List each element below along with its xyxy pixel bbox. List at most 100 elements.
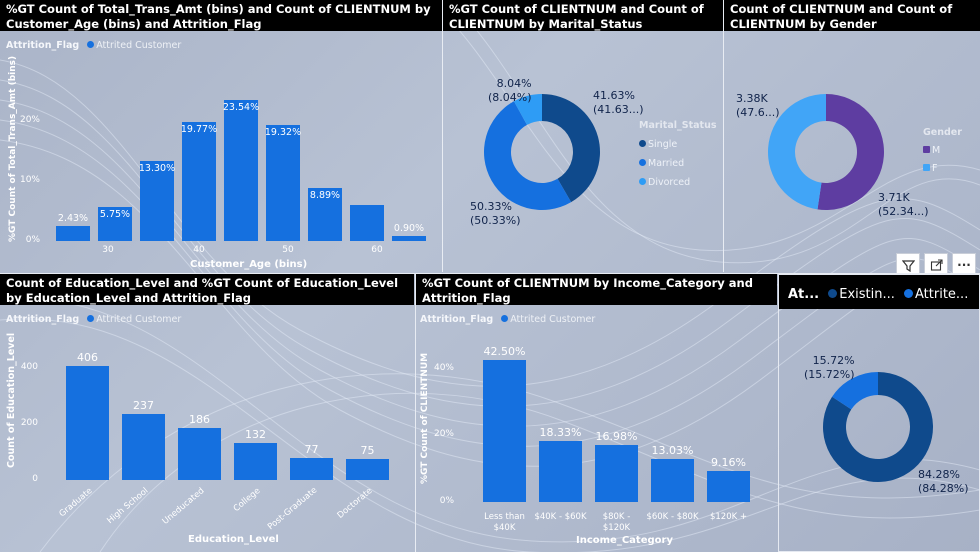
bar-education-level[interactable]	[290, 458, 333, 480]
x-axis-label: Education_Level	[188, 534, 279, 545]
legend-title: Gender	[923, 127, 962, 138]
x-tick-label: $80K -	[602, 512, 631, 522]
education-level-panel[interactable]: Count of Education_Level and %GT Count o…	[0, 274, 414, 552]
panel-title: Count of Education_Level and %GT Count o…	[0, 274, 414, 305]
bar-income-category[interactable]	[595, 445, 638, 502]
legend-dot-icon	[87, 315, 95, 322]
legend-label-existing: Existin...	[839, 287, 895, 302]
bar-education-level[interactable]	[122, 413, 165, 480]
bar-education-level[interactable]	[178, 427, 221, 480]
y-tick-label: 200	[20, 418, 38, 428]
attrition-legend: At... Existin... Attrite...	[788, 287, 968, 302]
gender-panel[interactable]: Count of CLIENTNUM and Count of CLIENTNU…	[724, 0, 980, 250]
y-tick-label: 20%	[19, 115, 40, 125]
legend-item-male[interactable]: M	[923, 142, 962, 160]
single-percent: (41.63...)	[593, 103, 644, 116]
bar-age-bin[interactable]	[140, 161, 174, 241]
bar-income-category[interactable]	[539, 440, 582, 502]
legend-item-single[interactable]: Single	[639, 135, 717, 154]
marital-status-panel[interactable]: %GT Count of CLIENTNUM and Count of CLIE…	[443, 0, 723, 272]
legend-item-divorced[interactable]: Divorced	[639, 173, 717, 192]
male-percent: (52.34...)	[878, 205, 929, 218]
legend-label: Single	[648, 139, 678, 150]
legend-item-female[interactable]: F	[923, 160, 962, 178]
bar-age-bin[interactable]	[308, 187, 342, 241]
bar-education-level[interactable]	[346, 459, 389, 480]
x-tick-label: Uneducated	[160, 486, 206, 527]
slice-female[interactable]	[768, 94, 826, 210]
legend-item: Attrited Customer	[96, 314, 182, 325]
legend-title: At...	[788, 287, 820, 302]
slice-divorced[interactable]	[513, 94, 542, 125]
existing-percent: (84.28%)	[918, 482, 969, 495]
legend-label: Divorced	[648, 177, 691, 188]
slice-single[interactable]	[542, 94, 600, 203]
slice-existing[interactable]	[823, 372, 933, 482]
female-percent: (47.6...)	[736, 106, 780, 119]
bar-age-bin[interactable]	[224, 99, 258, 241]
x-tick-label: Doctorate	[335, 486, 374, 521]
label-female: 3.38K (47.6...)	[736, 92, 780, 120]
y-axis-label: %GT Count of Total_Trans_Amt (bins)	[8, 55, 18, 242]
label-attrited: 15.72% (15.72%)	[804, 354, 855, 382]
x-tick-label: Less than	[484, 512, 525, 522]
legend-dot-icon	[501, 315, 509, 322]
slice-attrited[interactable]	[832, 372, 878, 410]
bar-data-label: 19.32%	[264, 127, 302, 139]
bar-data-label: 19.77%	[180, 124, 218, 136]
bar-income-category[interactable]	[707, 471, 750, 502]
bar-education-level[interactable]	[66, 366, 109, 480]
bar-education-level[interactable]	[234, 443, 277, 480]
slice-married[interactable]	[483, 101, 572, 211]
marital-legend: Marital_Status Single Married Divorced	[639, 116, 717, 192]
panel-divider	[442, 0, 443, 272]
bar-data-label: 77	[304, 443, 319, 457]
legend-dot-icon	[639, 140, 646, 147]
filter-icon	[901, 259, 915, 272]
chart-legend: Attrition_Flag Attrited Customer	[420, 314, 595, 325]
slice-male[interactable]	[817, 94, 884, 210]
label-married: 50.33% (50.33%)	[470, 200, 521, 228]
y-axis-label: %GT Count of CLIENTNUM	[420, 352, 430, 484]
label-divorced: 8.04% (8.04%)	[488, 77, 532, 105]
panel-divider	[415, 274, 416, 552]
male-value: 3.71K	[878, 191, 910, 204]
gender-donut	[768, 94, 884, 210]
bar-age-bin[interactable]	[98, 206, 132, 241]
income-category-panel[interactable]: %GT Count of CLIENTNUM by Income_Categor…	[416, 274, 777, 552]
chart-legend: Attrition_Flag Attrited Customer	[6, 314, 181, 325]
x-tick-label: $60K - $80K	[646, 512, 699, 522]
legend-dot-icon	[904, 289, 914, 298]
bar-income-category[interactable]	[651, 458, 694, 502]
legend-label: F	[932, 163, 938, 174]
y-tick-label: 40%	[433, 362, 454, 373]
legend-dot-icon	[828, 289, 838, 298]
legend-dot-icon	[87, 41, 95, 48]
bar-age-bin[interactable]	[56, 226, 90, 241]
y-tick-label: 10%	[19, 175, 40, 185]
age-distribution-panel[interactable]: %GT Count of Total_Trans_Amt (bins) and …	[0, 0, 442, 272]
attrition-donut	[823, 372, 933, 482]
bar-age-bin[interactable]	[182, 122, 216, 241]
bar-age-bin[interactable]	[266, 125, 300, 241]
attrition-panel[interactable]: At... Existin... Attrite... 15.72% (15.7…	[778, 274, 980, 552]
bar-data-label: 75	[360, 444, 375, 457]
bar-age-bin[interactable]	[350, 205, 384, 241]
divorced-percent: (8.04%)	[488, 91, 532, 104]
legend-item: Attrited Customer	[96, 40, 182, 51]
attrited-value: 15.72%	[812, 354, 855, 367]
legend-dot-icon	[639, 159, 646, 166]
y-tick-label: 0%	[439, 496, 454, 506]
legend-item-married[interactable]: Married	[639, 154, 717, 173]
bar-data-label: 132	[245, 428, 266, 442]
marital-donut	[483, 94, 600, 211]
legend-title: Attrition_Flag	[420, 314, 494, 325]
legend-label: M	[932, 145, 941, 156]
x-tick-label: 60	[371, 245, 383, 255]
bar-income-category[interactable]	[483, 360, 526, 502]
chart-legend: Attrition_Flag Attrited Customer	[6, 40, 181, 51]
bar-age-bin[interactable]	[392, 235, 426, 241]
x-tick-label: 30	[102, 245, 114, 255]
legend-title: Marital_Status	[639, 120, 717, 131]
bar-data-label: 2.43%	[57, 213, 89, 225]
